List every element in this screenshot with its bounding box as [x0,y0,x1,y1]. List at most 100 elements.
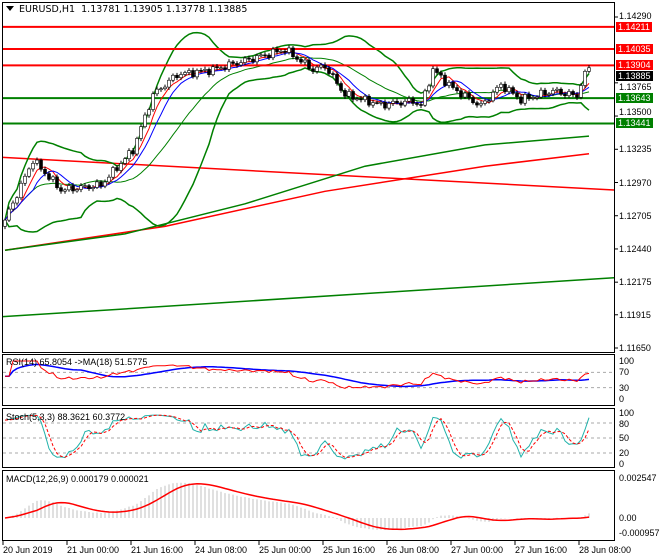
time-tick-label: 24 Jun 08:00 [195,545,248,555]
macd-signal-line [4,483,590,531]
candle-body [527,94,531,99]
candle-body [431,68,435,87]
candle-body [407,98,411,102]
candle-body [83,185,87,187]
candle-body [271,48,275,59]
candle-body [379,101,383,104]
candle-body [263,54,267,57]
candle-body [123,158,127,164]
price-tick-label: 1.13500 [619,107,652,117]
candle-body [67,185,71,191]
candle-body [579,85,583,98]
candle-body [155,88,159,95]
candle-body [87,185,91,189]
candle-body [223,67,227,70]
candle-body [139,126,143,139]
candle-body [159,88,163,91]
stoch-tick-label: 100 [619,408,635,418]
candle-body [339,83,343,91]
candle-body [55,176,59,188]
long-ma-green [4,135,590,251]
candle-body [187,70,191,73]
dropdown-triangle-icon[interactable] [6,6,14,11]
candle-body [175,74,179,78]
candle-body [231,61,235,64]
candle-body [483,100,487,104]
candle-body [191,70,195,78]
candle-body [411,98,415,104]
candle-body [455,87,459,91]
level-price-label: 1.14035 [616,44,653,54]
time-tick-label: 27 Jun 00:00 [451,545,504,555]
candle-body [291,47,295,58]
candle-body [275,48,279,53]
candle-body [79,185,83,190]
trendline-green [2,277,615,318]
candle-body [327,67,331,74]
rsi-line [5,360,590,389]
rsi-tick-label: 70 [619,367,630,377]
candle-body [307,59,311,70]
candle-body [471,97,475,104]
candle-body [195,69,199,78]
rsi-tick-label: 100 [619,356,635,366]
bollinger-lower [4,67,590,233]
candle-body [571,91,575,96]
candle-body [427,85,431,92]
candle-body [243,57,247,63]
time-tick-label: 21 Jun 16:00 [131,545,184,555]
candle-body [151,93,155,110]
candle-body [475,102,479,106]
candle-body [383,101,387,109]
candle-body [199,69,203,72]
candle-body [203,69,207,71]
candle-body [443,74,447,86]
candle-body [131,150,135,155]
bollinger-upper [4,31,590,221]
chart-header: EURUSD,H1 1.13781 1.13905 1.13778 1.1388… [6,4,247,15]
candle-body [103,181,107,187]
candle-body [119,163,123,171]
macd-label: MACD(12,26,9) 0.000179 0.000021 [6,474,149,484]
candle-body [507,87,511,93]
candle-body [227,61,231,70]
trendline-red [2,156,615,191]
symbol-label: EURUSD,H1 [19,4,76,15]
candle-body [479,103,483,106]
candle-body [547,93,551,96]
macd-tick-label: -0.000957 [619,528,660,538]
candle-body [347,91,351,97]
candle-body [235,63,239,66]
candle-body [315,66,319,72]
candle-body [51,176,55,180]
candle-body [287,47,291,53]
candle-body [7,208,11,221]
candle-body [395,100,399,104]
candle-body [11,202,15,210]
time-tick-label: 21 Jun 00:00 [67,545,120,555]
candle-body [355,98,359,101]
candle-body [387,103,391,109]
candle-body [163,86,167,90]
candle-body [95,181,99,188]
rsi-tick-label: 30 [619,383,630,393]
candle-body [583,71,587,86]
macd-panel-frame [2,470,615,541]
candle-body [447,82,451,86]
candle-body [523,94,527,104]
rsi-ma-line [5,363,590,388]
candle-body [99,181,103,187]
time-tick-label: 25 Jun 16:00 [323,545,376,555]
candle-body [535,96,539,99]
candle-body [423,90,427,106]
candle-body [211,66,215,75]
candle-body [531,97,535,99]
candle-body [127,150,131,160]
stoch-tick-label: 80 [619,419,630,429]
candle-body [515,93,519,98]
candle-body [167,79,171,88]
time-tick-label: 28 Jun 08:00 [579,545,632,555]
candle-body [135,138,139,155]
candle-body [255,55,259,63]
